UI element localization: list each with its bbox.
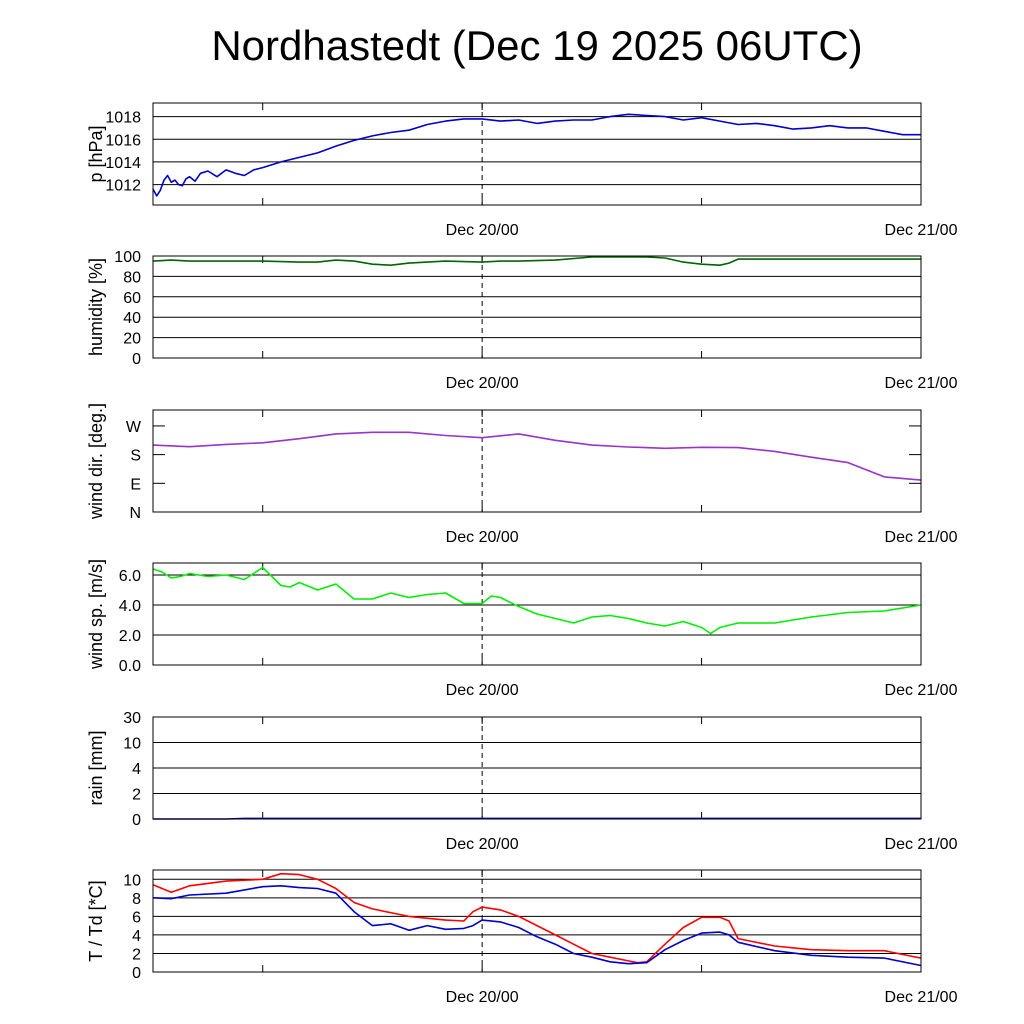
y-tick-label: E	[130, 476, 141, 493]
y-tick-label: S	[130, 448, 141, 465]
y-tick-label: 0	[132, 965, 141, 982]
y-tick-label: 2	[132, 946, 141, 963]
panel-frame	[152, 255, 922, 359]
chart-title: Nordhastedt (Dec 19 2025 06UTC)	[211, 22, 863, 69]
y-tick-label: 80	[123, 269, 141, 286]
y-tick-label: 6	[132, 909, 141, 926]
y-axis-title: wind sp. [m/s]	[86, 559, 106, 670]
series-line-1	[152, 884, 922, 967]
x-tick-label: Dec 20/00	[446, 682, 519, 699]
x-tick-label: Dec 21/00	[885, 375, 958, 392]
y-axis-title: T / Td [*C]	[86, 880, 106, 961]
y-tick-label: 2.0	[119, 628, 141, 645]
panel-4: 0 2 4 10 30 Dec 20/00 Dec 21/00 rain [mm]	[86, 710, 958, 853]
y-tick-label: 10	[123, 872, 141, 889]
panel-frame	[152, 562, 922, 666]
x-tick-label: Dec 21/00	[885, 836, 958, 853]
y-tick-label: 40	[123, 310, 141, 327]
series-line-0	[152, 113, 921, 197]
panel-frame	[152, 409, 922, 513]
y-tick-label: N	[129, 505, 141, 522]
y-tick-label: 30	[123, 710, 141, 727]
y-tick-label: 0	[132, 812, 141, 829]
y-tick-label: 60	[123, 290, 141, 307]
x-tick-label: Dec 21/00	[885, 682, 958, 699]
y-tick-label: 4.0	[119, 598, 141, 615]
series-line-0	[152, 566, 922, 635]
y-tick-label: 20	[123, 331, 141, 348]
y-axis-title: rain [mm]	[86, 730, 106, 805]
y-tick-label: 1014	[105, 155, 141, 172]
y-tick-label: 6.0	[119, 568, 141, 585]
x-tick-label: Dec 20/00	[446, 375, 519, 392]
y-axis-title: wind dir. [deg.]	[86, 403, 106, 520]
y-tick-label: 1016	[105, 132, 141, 149]
x-tick-label: Dec 20/00	[446, 989, 519, 1006]
panel-3: 0.0 2.0 4.0 6.0 Dec 20/00 Dec 21/00 wind sp. […	[86, 559, 958, 699]
x-tick-label: Dec 20/00	[446, 836, 519, 853]
panel-frame	[152, 102, 922, 206]
y-tick-label: W	[126, 419, 142, 436]
y-tick-label: 4	[132, 761, 141, 778]
x-tick-label: Dec 21/00	[885, 222, 958, 239]
series-line-0	[152, 256, 921, 267]
y-tick-label: 100	[114, 249, 141, 266]
panel-frame	[152, 716, 922, 820]
x-tick-label: Dec 20/00	[446, 529, 519, 546]
y-axis-title: p [hPa]	[86, 125, 106, 182]
y-tick-label: 1012	[105, 178, 141, 195]
x-tick-label: Dec 20/00	[446, 222, 519, 239]
y-axis-title: humidity [%]	[86, 258, 106, 356]
panel-0: 1012 1014 1016 1018 Dec 20/00 Dec 21/00 p [hPa…	[86, 102, 958, 239]
panel-1: 0 20 40 60 80 100 Dec 20/00 Dec 21/00 humidity […	[86, 249, 958, 392]
y-tick-label: 10	[123, 736, 141, 753]
panel-frame	[152, 869, 922, 973]
y-tick-label: 0	[132, 351, 141, 368]
series-line-0	[152, 431, 922, 481]
y-tick-label: 1018	[105, 110, 141, 127]
y-tick-label: 0.0	[119, 658, 141, 675]
x-tick-label: Dec 21/00	[885, 529, 958, 546]
y-tick-label: 2	[132, 787, 141, 804]
y-tick-label: 4	[132, 928, 141, 945]
y-tick-label: 8	[132, 891, 141, 908]
series-line-0	[152, 872, 922, 964]
panel-5: 0 24 68 10 Dec 20/00 Dec 21/00 T / Td [*C]	[86, 869, 958, 1006]
x-tick-label: Dec 21/00	[885, 989, 958, 1006]
